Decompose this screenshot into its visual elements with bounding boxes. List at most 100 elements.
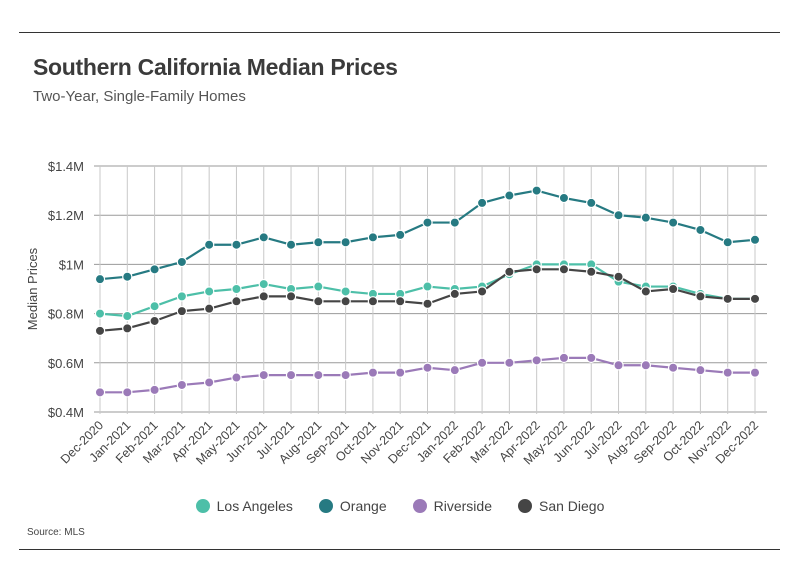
y-tick-label: $1M <box>59 257 84 272</box>
data-point <box>640 286 652 297</box>
y-tick-label: $1.2M <box>48 208 84 223</box>
data-point <box>313 281 324 292</box>
data-point <box>449 288 460 300</box>
data-point <box>231 296 242 307</box>
data-point <box>203 377 215 388</box>
data-point <box>449 217 460 228</box>
data-point <box>149 384 160 396</box>
data-point <box>340 296 351 307</box>
data-point <box>558 192 570 204</box>
data-point <box>231 239 242 250</box>
y-tick-label: $0.8M <box>48 307 84 322</box>
legend-label: San Diego <box>538 498 605 514</box>
data-point <box>203 239 215 250</box>
data-point <box>422 217 433 228</box>
data-point <box>367 232 379 243</box>
legend-swatch <box>412 499 427 513</box>
legend-item: Los Angeles <box>195 498 293 514</box>
data-point <box>586 266 597 277</box>
data-point <box>367 296 379 307</box>
data-point <box>531 185 542 196</box>
data-point <box>476 197 488 209</box>
data-point <box>695 224 706 236</box>
data-point <box>258 278 269 290</box>
chart-subtitle: Two-Year, Single-Family Homes <box>33 88 246 105</box>
data-point <box>476 286 488 297</box>
data-point <box>667 283 679 295</box>
data-point <box>531 264 542 275</box>
data-point <box>558 264 570 275</box>
data-point <box>340 286 351 297</box>
legend-item: San Diego <box>517 498 605 514</box>
top-rule <box>19 32 780 33</box>
data-point <box>749 367 761 378</box>
data-point <box>203 286 215 297</box>
data-point <box>176 291 188 302</box>
data-point <box>285 369 297 381</box>
data-point <box>258 291 269 302</box>
legend-swatch <box>318 499 333 513</box>
data-point <box>449 364 460 376</box>
data-point <box>504 190 515 201</box>
data-point <box>122 271 133 282</box>
legend-item: Orange <box>318 498 387 514</box>
data-point <box>586 352 597 364</box>
data-point <box>122 387 133 398</box>
legend-label: Riverside <box>433 498 492 514</box>
data-point <box>504 357 515 368</box>
data-point <box>722 237 733 248</box>
series-san-diego <box>94 264 761 337</box>
data-point <box>122 323 133 334</box>
data-point <box>640 360 652 371</box>
legend-label: Orange <box>339 498 387 514</box>
legend-label: Los Angeles <box>216 498 293 514</box>
chart-title: Southern California Median Prices <box>33 54 398 80</box>
data-point <box>640 212 652 223</box>
data-point <box>176 305 188 317</box>
data-point <box>203 303 215 314</box>
data-point <box>667 362 679 373</box>
data-point <box>94 273 106 285</box>
data-point <box>258 232 269 243</box>
data-point <box>613 360 624 371</box>
data-point <box>531 355 542 366</box>
data-point <box>395 296 406 307</box>
x-axis-ticks: Dec-2020Jan-2021Feb-2021Mar-2021Apr-2021… <box>58 418 761 467</box>
data-point <box>149 301 160 312</box>
data-point <box>586 197 597 209</box>
data-point <box>313 237 324 248</box>
series-orange <box>94 185 761 285</box>
data-point <box>422 298 433 309</box>
data-point <box>422 362 433 373</box>
data-point <box>422 281 433 292</box>
data-point <box>285 239 297 250</box>
series-riverside <box>94 352 761 398</box>
data-point <box>94 325 106 337</box>
source-note: Source: MLS <box>27 527 85 538</box>
data-point <box>613 209 624 221</box>
data-point <box>258 369 269 381</box>
legend-swatch <box>195 499 210 513</box>
data-point <box>285 291 297 302</box>
data-point <box>476 357 488 368</box>
data-point <box>695 364 706 376</box>
legend-swatch <box>517 499 532 513</box>
y-tick-label: $0.6M <box>48 356 84 371</box>
y-tick-label: $1.4M <box>48 159 84 174</box>
data-point <box>231 283 242 295</box>
data-point <box>313 296 324 307</box>
bottom-rule <box>19 549 780 550</box>
data-point <box>313 369 324 381</box>
data-point <box>558 352 570 364</box>
legend: Los Angeles Orange Riverside San Diego <box>0 498 800 514</box>
y-tick-label: $0.4M <box>48 405 84 420</box>
data-point <box>504 266 515 277</box>
data-point <box>667 217 679 228</box>
data-point <box>395 229 406 241</box>
data-point <box>176 379 188 391</box>
data-point <box>613 271 624 282</box>
data-point <box>367 367 379 378</box>
data-point <box>340 369 351 381</box>
y-axis-label: Median Prices <box>25 247 40 330</box>
